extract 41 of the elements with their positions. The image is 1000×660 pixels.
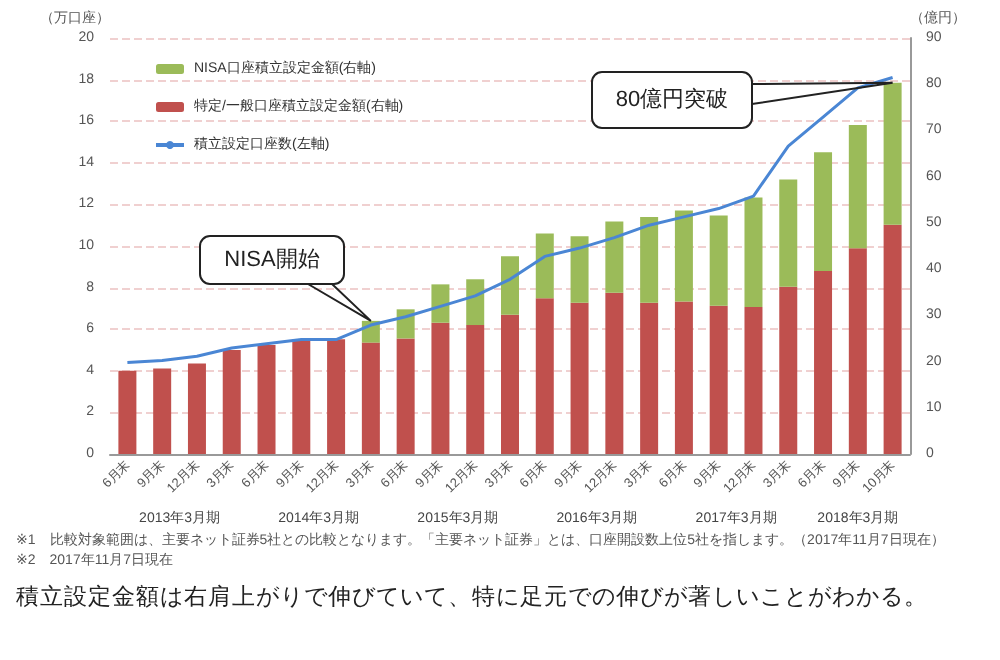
bar: [570, 236, 589, 303]
bar: [674, 210, 693, 302]
bar: [744, 307, 763, 454]
bar: [605, 221, 624, 293]
bar: [118, 370, 137, 454]
bar: [848, 124, 867, 249]
bar: [466, 279, 485, 326]
bar: [605, 292, 624, 454]
bar: [431, 322, 450, 454]
bar: [501, 256, 519, 315]
bar: [187, 363, 206, 454]
line-series: [125, 76, 895, 364]
bar: [744, 197, 763, 308]
bar: [883, 82, 902, 225]
bar: [640, 302, 659, 454]
bar: [709, 305, 728, 454]
bar: [640, 216, 659, 303]
bar: [222, 350, 241, 454]
bar: [779, 286, 798, 454]
bar: [153, 368, 172, 454]
bar: [327, 339, 346, 454]
bar: [570, 302, 589, 454]
bar: [779, 179, 798, 287]
bar: [848, 248, 867, 454]
bar: [431, 284, 450, 323]
annotation: 80億円突破: [615, 86, 729, 112]
bar: [814, 270, 833, 454]
bar: [292, 339, 311, 454]
bar: [709, 215, 728, 306]
bar: [257, 344, 276, 454]
bar: [814, 152, 833, 271]
bar: [674, 301, 693, 454]
bar: [883, 224, 902, 454]
bar: [501, 314, 519, 454]
bar: [466, 325, 485, 454]
bar: [396, 338, 415, 454]
bar: [535, 298, 554, 454]
bar: [535, 233, 554, 299]
text: 積立設定金額は右肩上がりで伸びていて、特に足元での伸びが著しいことがわかる。: [16, 582, 930, 612]
bar: [361, 342, 380, 454]
annotation: NISA開始: [224, 248, 320, 272]
